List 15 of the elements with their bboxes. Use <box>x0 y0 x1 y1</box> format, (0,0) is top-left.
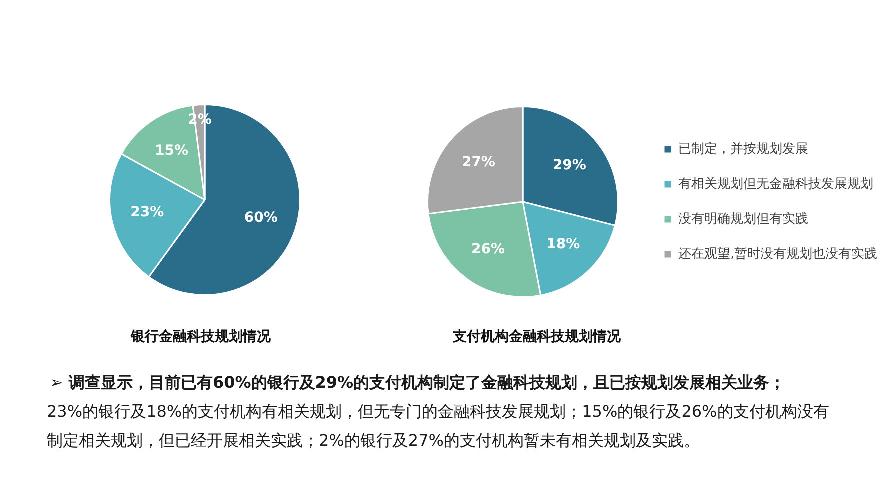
text: 23%的银行及18%的支付机构有相关规划，但无专门的金融科技发展规划；15%的银行及26%的支付机构没有制定相关规划，但已经开展相关实践；2%的银行及27%的支付机构暂未有相关规划及实践。 <box>47 401 830 452</box>
text: ➢ 调查显示，目前已有60%的银行及29%的支付机构制定了金融科技规划，且已按规划发展相关业务； <box>49 372 787 394</box>
data-label: 18% <box>546 236 580 253</box>
legend-label: 还在观望,暂时没有规划也没有实践 <box>678 246 878 262</box>
legend-label: 没有明确规划但有实践 <box>678 212 808 227</box>
data-label: 29% <box>552 157 586 174</box>
text: 支付机构金融科技规划情况 <box>452 328 622 346</box>
legend-label: 已制定，并按规划发展 <box>678 142 808 157</box>
legend-label: 有相关规划但无金融科技发展规划 <box>678 176 874 192</box>
data-label: 15% <box>155 142 189 159</box>
text: 银行金融科技规划情况 <box>130 328 272 346</box>
data-label: 27% <box>462 154 496 171</box>
data-label: 26% <box>472 241 506 258</box>
data-label: 60% <box>244 210 278 226</box>
data-label: 23% <box>130 204 164 221</box>
